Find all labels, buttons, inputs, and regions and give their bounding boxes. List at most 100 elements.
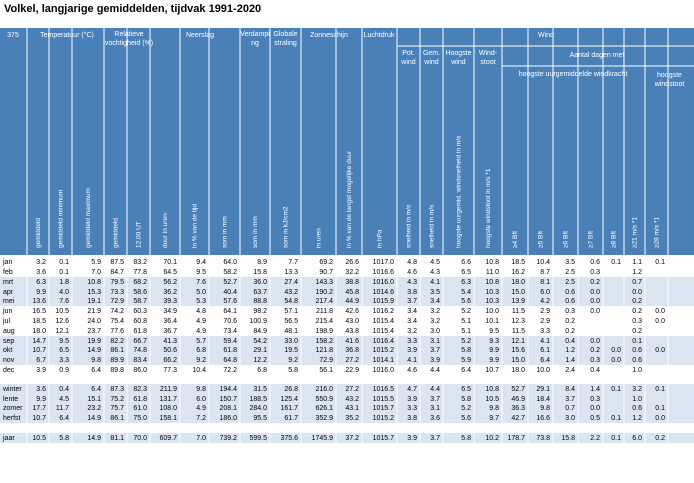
wind-pot-wrap: Pot. wind [401,50,415,66]
row-label: jul [2,318,10,325]
table-cell: 2.2 [590,435,600,442]
column-header: som in kJ/cm2 [283,206,290,248]
table-cell: 6.0 [540,289,550,296]
table-cell: 375.6 [280,435,298,442]
table-cell: 3.1 [430,338,440,345]
uurgem-header: hoogste uurgemiddelde windkracht [519,71,628,78]
column-header: in hPa [377,229,384,248]
table-cell: 0.1 [655,259,665,266]
table-cell: 11.5 [512,328,525,335]
table-cell: 0.0 [611,347,621,354]
table-cell: 3.9 [430,357,440,364]
table-cell: 3.8 [407,415,417,422]
table-cell: 16.5 [32,308,46,315]
table-cell: 0.0 [590,289,600,296]
row-band [0,345,694,355]
table-cell: 4.1 [407,357,417,364]
table-cell: 84.7 [110,269,124,276]
table-cell: 9.5 [59,338,69,345]
table-cell: 19.5 [284,347,298,354]
table-cell: 58.7 [133,298,147,305]
table-cell: 26.6 [345,259,359,266]
table-cell: 0.6 [565,289,575,296]
table-cell: 150.7 [219,396,237,403]
table-cell: 0.2 [632,298,642,305]
table-cell: 9.5 [489,328,499,335]
table-cell: 131.7 [159,396,177,403]
table-cell: 5.2 [461,405,471,412]
table-cell: 1.2 [565,347,575,354]
table-cell: 11.7 [56,405,69,412]
table-cell: 5.8 [59,435,69,442]
table-cell: 12.6 [55,318,69,325]
table-cell: 38.8 [345,279,359,286]
table-cell: 29.1 [536,386,550,393]
table-cell: 352.9 [315,415,333,422]
row-label: zomer [3,405,23,412]
table-cell: 0.0 [590,308,600,315]
table-cell: 6.5 [461,386,471,393]
table-cell: 3.2 [430,308,440,315]
table-cell: 5.9 [91,259,101,266]
table-cell: 81.1 [110,435,124,442]
table-cell: 9.7 [489,415,499,422]
table-cell: 5.9 [461,357,471,364]
table-cell: 64.5 [163,269,177,276]
column-header: in uren [316,228,323,248]
table-cell: 1.2 [632,415,642,422]
table-cell: 5.6 [461,298,471,305]
table-cell: 0.0 [655,347,665,354]
table-cell: 1015.4 [373,318,395,325]
table-cell: 1.1 [632,259,642,266]
table-cell: 61.8 [133,396,147,403]
table-cell: 2.5 [565,279,575,286]
table-cell: 0.4 [59,386,69,393]
table-cell: 27.2 [345,357,359,364]
table-cell: 61.8 [133,328,147,335]
wind-hoogste-header: Hoogste wind [445,50,472,66]
wind-hoogste-wrap: Hoogste wind [445,50,472,66]
table-cell: 4.3 [430,269,440,276]
table-cell: 143.3 [315,279,333,286]
table-cell: 84.9 [253,328,267,335]
group-temperatuur: Temperatuur (°C) [40,31,94,39]
table-cell: 0.1 [611,386,621,393]
table-cell: 16.2 [511,269,525,276]
table-cell: 6.8 [257,367,267,374]
table-cell: 10.2 [485,435,499,442]
table-cell: 64.8 [223,357,237,364]
table-cell: 1015.9 [373,298,395,305]
table-cell: 12.1 [55,328,69,335]
table-cell: 3.7 [565,396,575,403]
table-cell: 3.6 [430,415,440,422]
table-cell: 9.9 [489,357,499,364]
table-cell: 60.3 [133,308,147,315]
table-cell: 0.2 [655,435,665,442]
table-cell: 9.9 [36,289,46,296]
table-cell: 161.7 [280,405,298,412]
table-cell: 3.3 [540,328,550,335]
group-straling: Globale straling [273,31,298,47]
table-cell: 73.4 [223,328,237,335]
row-label: herfst [3,415,21,422]
climate-table: 375 Temperatuur (°C) Relatieve vochtighe… [0,28,694,483]
column-header: ≥4 Bft [512,231,519,248]
table-cell: 5.2 [461,338,471,345]
table-cell: 5.8 [461,396,471,403]
table-cell: 0.2 [632,328,642,335]
table-cell: 88.8 [253,298,267,305]
table-cell: 56.1 [319,367,333,374]
table-cell: 4.1 [540,338,550,345]
column-header: som in mm [222,216,229,248]
table-cell: 6.6 [461,259,471,266]
table-cell: 8.9 [257,259,267,266]
table-cell: 86.1 [110,415,124,422]
table-cell: 39.3 [163,298,177,305]
table-cell: 1016.2 [373,308,395,315]
table-cell: 121.8 [315,347,333,354]
table-cell: 0.0 [590,338,600,345]
group-straling-wrap: Globale straling [273,31,298,47]
table-cell: 72.9 [319,357,333,364]
table-cell: 550.9 [315,396,333,403]
table-cell: 56.2 [163,279,177,286]
